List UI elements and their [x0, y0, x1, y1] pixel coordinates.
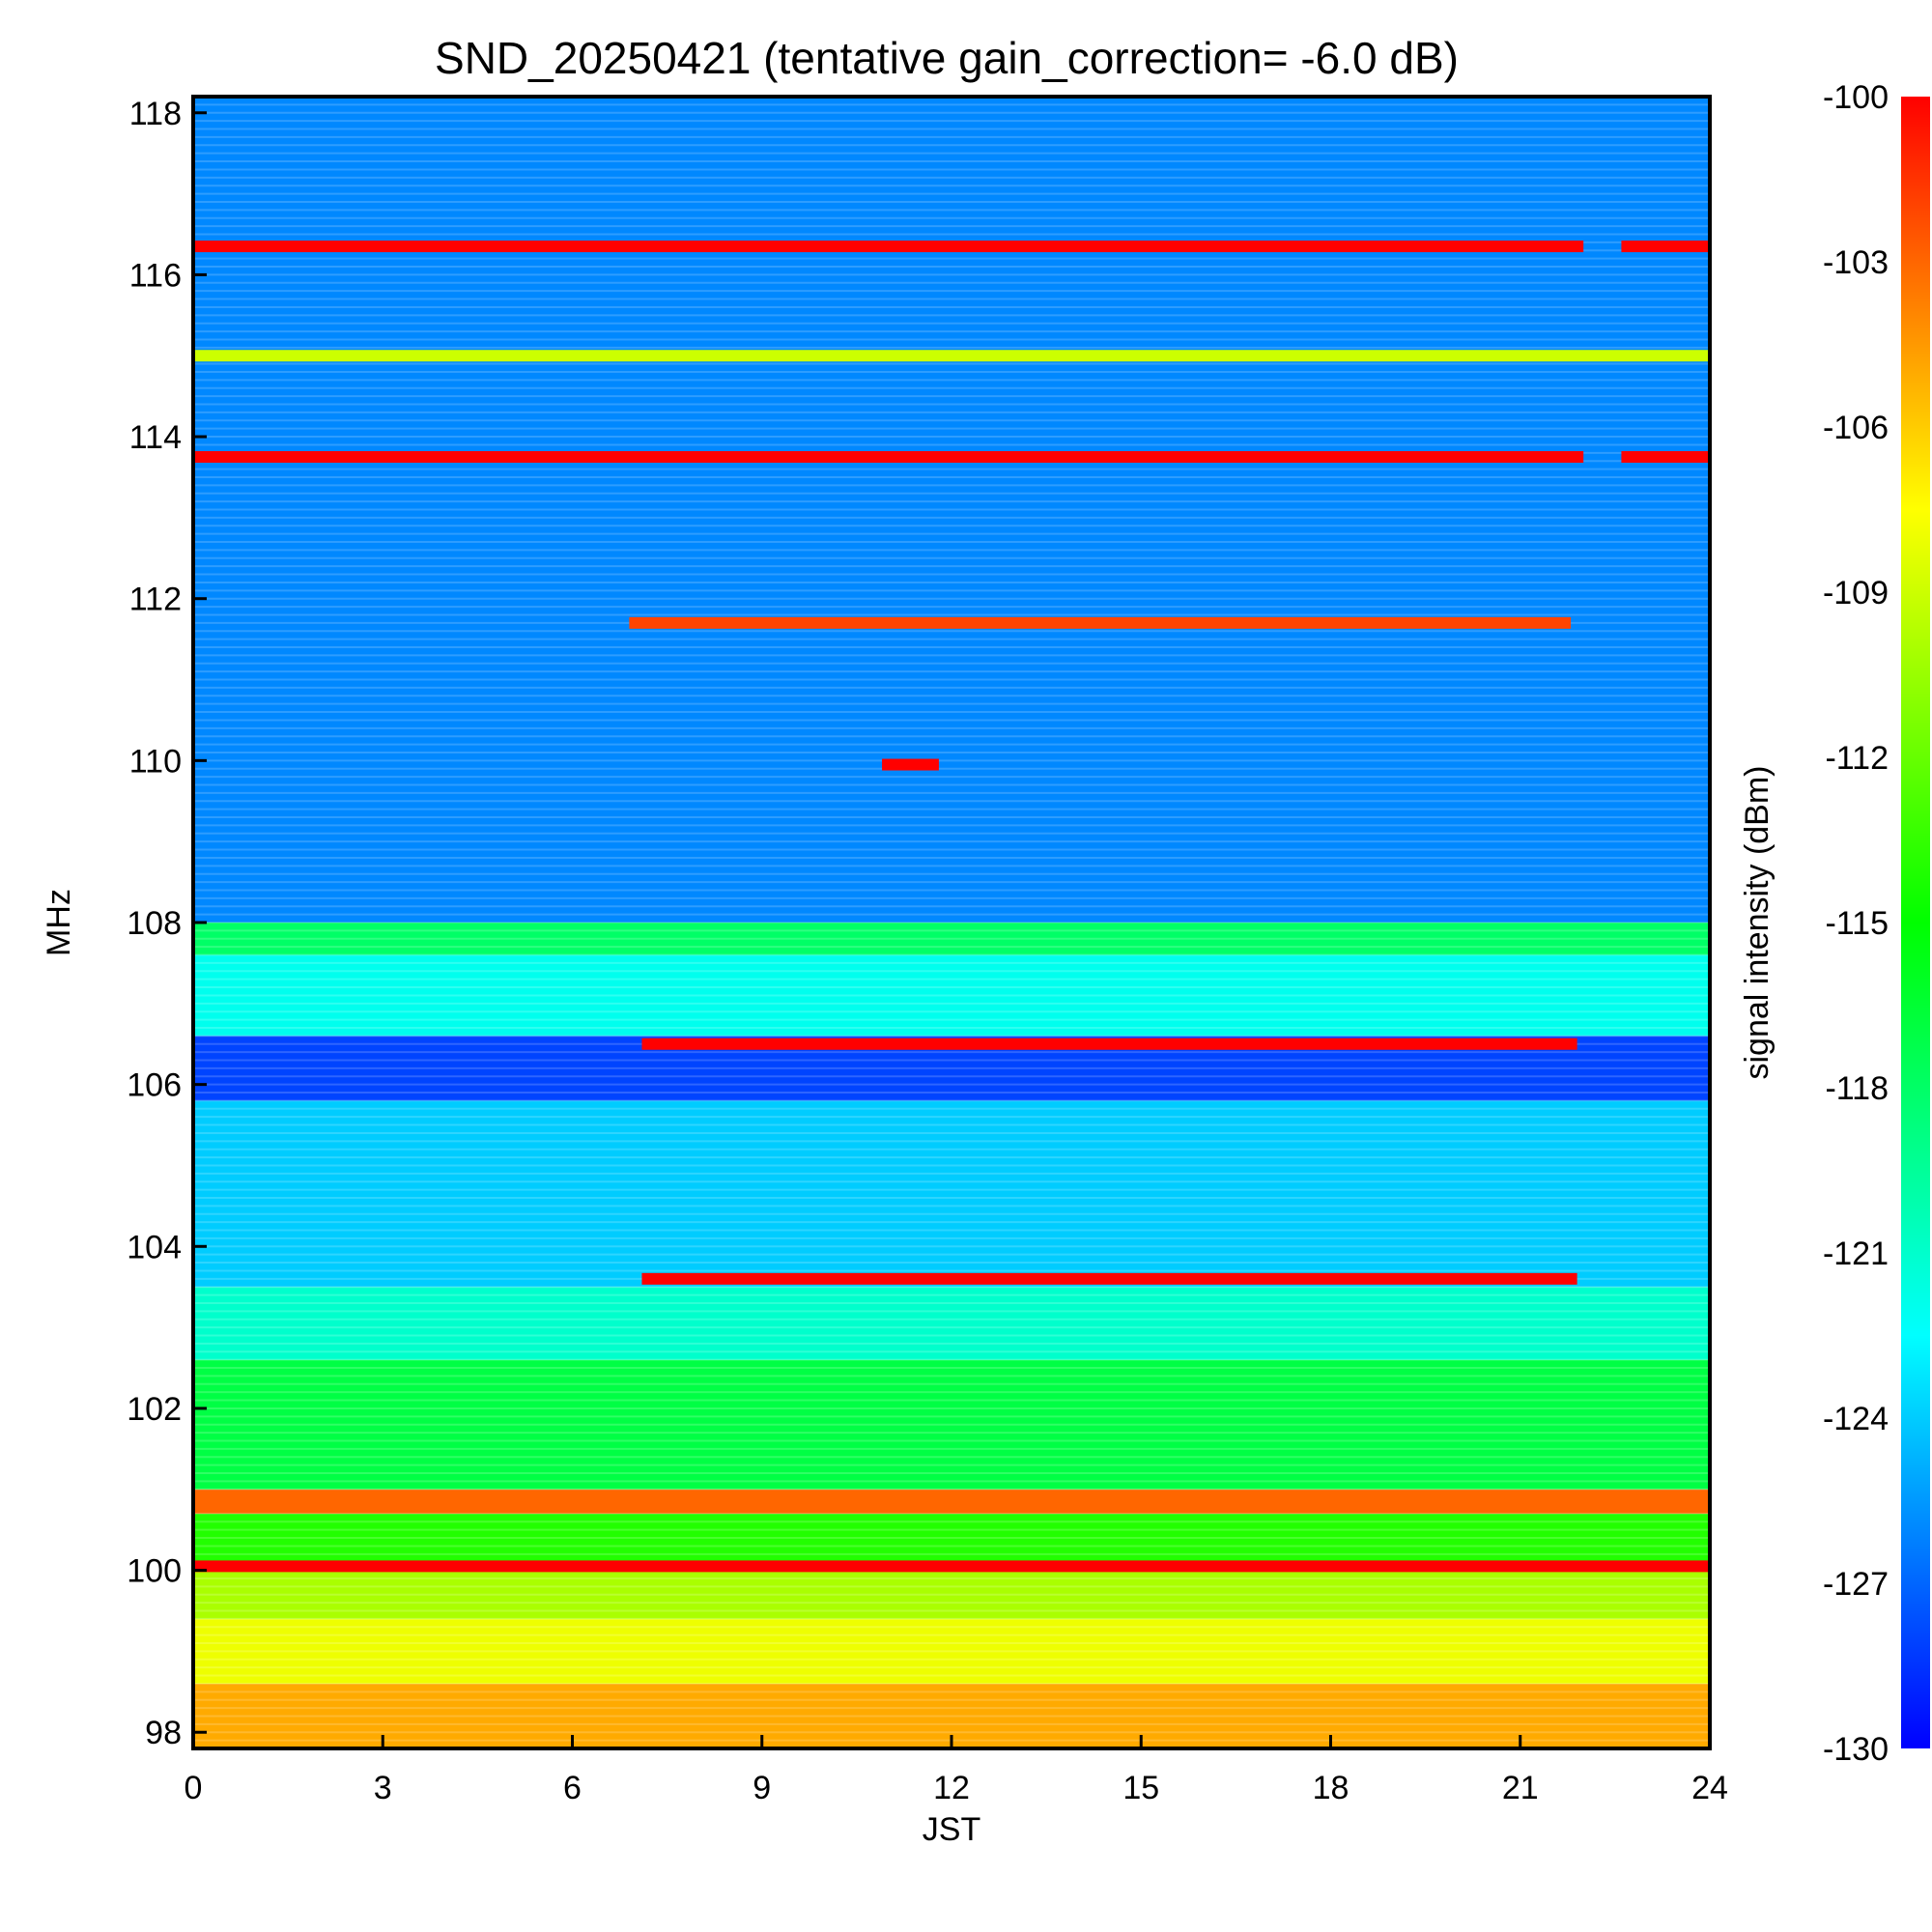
band-1 — [193, 1618, 1710, 1684]
colorbar-tick-label: -130 — [1823, 1731, 1889, 1768]
colorbar-ticks: -100 -103 -106 -109 -112 -115 -118 -121 -124 -127… — [1823, 79, 1889, 1768]
x-tick-label: 18 — [1313, 1770, 1350, 1806]
signal-trace-7 — [641, 1037, 1577, 1050]
band-7 — [193, 1100, 1710, 1288]
chart-title: SND_20250421 (tentative gain_correction=… — [435, 33, 1459, 83]
colorbar-tick-label: -121 — [1823, 1236, 1889, 1272]
signal-trace-8 — [641, 1272, 1577, 1285]
x-axis-ticks: 0 3 6 9 12 15 18 21 24 — [185, 1735, 1728, 1806]
signal-trace-5 — [629, 616, 1572, 629]
signal-trace-6 — [882, 758, 939, 771]
band-6 — [193, 1287, 1710, 1360]
y-tick-label: 104 — [127, 1229, 182, 1265]
colorbar-tick-label: -127 — [1823, 1566, 1889, 1603]
band-5 — [193, 1359, 1710, 1490]
colorbar-tick-label: -112 — [1825, 740, 1889, 777]
y-axis-label: MHz — [41, 889, 77, 956]
strong-signal-traces — [193, 241, 1710, 1573]
y-tick-label: 118 — [129, 96, 182, 132]
y-tick-label: 106 — [127, 1067, 182, 1104]
y-tick-label: 110 — [129, 743, 182, 780]
y-tick-label: 102 — [127, 1391, 182, 1428]
signal-trace-9 — [193, 1495, 1710, 1508]
y-tick-label: 98 — [145, 1715, 182, 1751]
signal-trace-4 — [1621, 451, 1710, 464]
signal-trace-0 — [193, 241, 1584, 253]
colorbar-label: signal intensity (dBm) — [1739, 765, 1776, 1079]
colorbar — [1901, 97, 1930, 1748]
band-2 — [193, 1570, 1710, 1619]
y-tick-label: 116 — [129, 257, 182, 294]
x-axis-label: JST — [923, 1811, 980, 1848]
signal-trace-1 — [1621, 241, 1710, 253]
signal-trace-2 — [193, 350, 1710, 362]
colorbar-tick-label: -100 — [1823, 79, 1889, 116]
band-10 — [193, 923, 1710, 955]
colorbar-tick-label: -118 — [1825, 1070, 1889, 1107]
band-9 — [193, 954, 1710, 1037]
y-tick-label: 112 — [129, 582, 182, 618]
x-tick-label: 6 — [563, 1770, 582, 1806]
x-tick-label: 21 — [1502, 1770, 1539, 1806]
colorbar-tick-label: -106 — [1823, 410, 1889, 446]
x-tick-label: 9 — [753, 1770, 771, 1806]
x-tick-label: 3 — [374, 1770, 392, 1806]
colorbar-tick-label: -115 — [1825, 905, 1889, 942]
y-tick-label: 100 — [127, 1553, 182, 1590]
y-tick-label: 108 — [127, 905, 182, 942]
y-tick-label: 114 — [129, 419, 182, 456]
y-axis-ticks: 98 100 102 104 106 108 110 112 114 116 118 — [127, 96, 207, 1751]
band-11 — [193, 97, 1710, 923]
colorbar-tick-label: -103 — [1823, 244, 1889, 281]
colorbar-tick-label: -124 — [1823, 1401, 1889, 1437]
x-tick-label: 15 — [1122, 1770, 1159, 1806]
signal-trace-3 — [193, 451, 1584, 464]
colorbar-tick-label: -109 — [1823, 575, 1889, 611]
x-tick-label: 12 — [933, 1770, 970, 1806]
signal-trace-10 — [193, 1560, 1710, 1573]
x-tick-label: 0 — [185, 1770, 203, 1806]
x-tick-label: 24 — [1691, 1770, 1728, 1806]
